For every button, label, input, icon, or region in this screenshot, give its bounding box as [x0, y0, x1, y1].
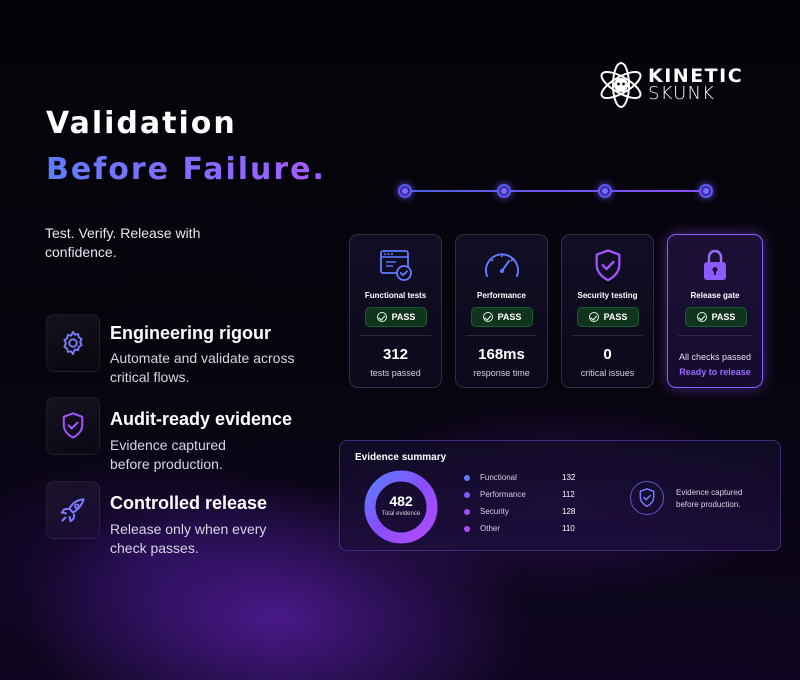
- evidence-summary-title: Evidence summary: [355, 452, 447, 463]
- card-security-testing[interactable]: Security testing PASS 0 critical issues: [561, 234, 654, 388]
- card-label: critical issues: [580, 368, 635, 378]
- pass-badge: PASS: [471, 307, 533, 327]
- divider: [360, 335, 431, 336]
- legend-row: Other 110: [464, 524, 594, 536]
- card-release-gate[interactable]: Release gate PASS All checks passed Read…: [667, 234, 763, 388]
- progress-step-dot: [398, 184, 412, 198]
- pass-badge: PASS: [685, 307, 747, 327]
- card-functional-tests[interactable]: Functional tests PASS 312 tests passed: [349, 234, 442, 388]
- card-label: tests passed: [370, 368, 421, 378]
- brand-logo: KINETIC SKUNK: [596, 60, 756, 112]
- card-label: response time: [473, 368, 530, 378]
- legend-dot: [464, 475, 470, 481]
- donut-ring: [364, 470, 438, 544]
- legend-name: Performance: [480, 490, 526, 499]
- feature-icon-box: [46, 397, 100, 455]
- headline-line1: Validation: [46, 106, 237, 141]
- check-circle-icon: [376, 312, 387, 322]
- check-circle-icon: [588, 312, 599, 322]
- legend-value: 110: [562, 524, 575, 533]
- pass-label: PASS: [497, 312, 522, 322]
- feature-title-audit: Audit-ready evidence: [110, 409, 293, 429]
- legend-row: Functional 132: [464, 473, 594, 485]
- shield-check-icon: [62, 412, 84, 439]
- evidence-total: 482: [389, 493, 413, 509]
- progress-track: [405, 190, 707, 192]
- gear-icon: [63, 330, 83, 356]
- legend-row: Security 128: [464, 507, 594, 519]
- pass-label: PASS: [391, 312, 416, 322]
- legend-dot: [464, 526, 470, 532]
- pass-badge: PASS: [365, 307, 427, 327]
- brand-name-line2: SKUNK: [648, 83, 716, 104]
- legend-name: Other: [480, 524, 501, 533]
- card-title: Release gate: [690, 291, 740, 300]
- card-value: 0: [603, 346, 612, 363]
- pass-label: PASS: [711, 312, 736, 322]
- brand-name-line1: KINETIC: [648, 65, 744, 87]
- browser-check-icon: [379, 250, 412, 281]
- check-circle-icon: [696, 312, 707, 322]
- progress-step-dot: [497, 184, 511, 198]
- legend-value: 132: [562, 473, 576, 482]
- headline-line2: Before Failure.: [46, 152, 326, 187]
- card-title: Functional tests: [364, 291, 427, 300]
- legend-dot: [464, 509, 470, 515]
- shield-check-icon: [595, 249, 620, 282]
- feature-icon-box: [46, 481, 100, 539]
- feature-desc-release: Release only when every check passes.: [110, 521, 267, 556]
- progress-step-dot: [699, 184, 713, 198]
- feature-desc-audit: Evidence captured before production.: [110, 437, 226, 472]
- legend-value: 128: [562, 507, 576, 516]
- legend-value: 112: [562, 490, 575, 499]
- feature-title-release: Controlled release: [110, 493, 268, 513]
- card-performance[interactable]: Performance PASS 168ms response time: [455, 234, 548, 388]
- evidence-donut-chart: [364, 470, 438, 544]
- pass-badge: PASS: [577, 307, 639, 327]
- evidence-shield-badge: [630, 481, 664, 515]
- feature-desc-engineering: Automate and validate across critical fl…: [110, 350, 295, 385]
- shield-check-icon: [639, 488, 655, 508]
- legend-row: Performance 112: [464, 490, 594, 502]
- feature-title-engineering: Engineering rigour: [110, 323, 272, 343]
- speedometer-icon: [484, 253, 519, 277]
- tagline: Test. Verify. Release with confidence.: [45, 225, 201, 260]
- rocket-icon: [60, 498, 85, 523]
- legend-dot: [464, 492, 470, 498]
- divider: [572, 335, 643, 336]
- card-value: 168ms: [478, 346, 525, 363]
- legend-name: Functional: [480, 473, 517, 482]
- feature-icon-box: [46, 314, 100, 372]
- card-title: Performance: [477, 291, 526, 300]
- lock-icon: [704, 249, 726, 280]
- atom-skunk-icon: [600, 62, 642, 108]
- pass-label: PASS: [603, 312, 628, 322]
- evidence-summary-panel: Evidence summary 482 Total evidence Func…: [339, 440, 781, 551]
- evidence-note: Evidence captured before production.: [676, 488, 743, 509]
- all-checks-note: All checks passed: [678, 352, 752, 362]
- evidence-total-label: Total evidence: [381, 511, 421, 517]
- legend-name: Security: [480, 507, 509, 516]
- progress-step-dot: [598, 184, 612, 198]
- ready-to-release-label: Ready to release: [679, 367, 751, 377]
- divider: [466, 335, 537, 336]
- card-value: 312: [382, 346, 409, 363]
- card-title: Security testing: [577, 291, 638, 300]
- check-circle-icon: [482, 312, 493, 322]
- divider: [678, 335, 752, 336]
